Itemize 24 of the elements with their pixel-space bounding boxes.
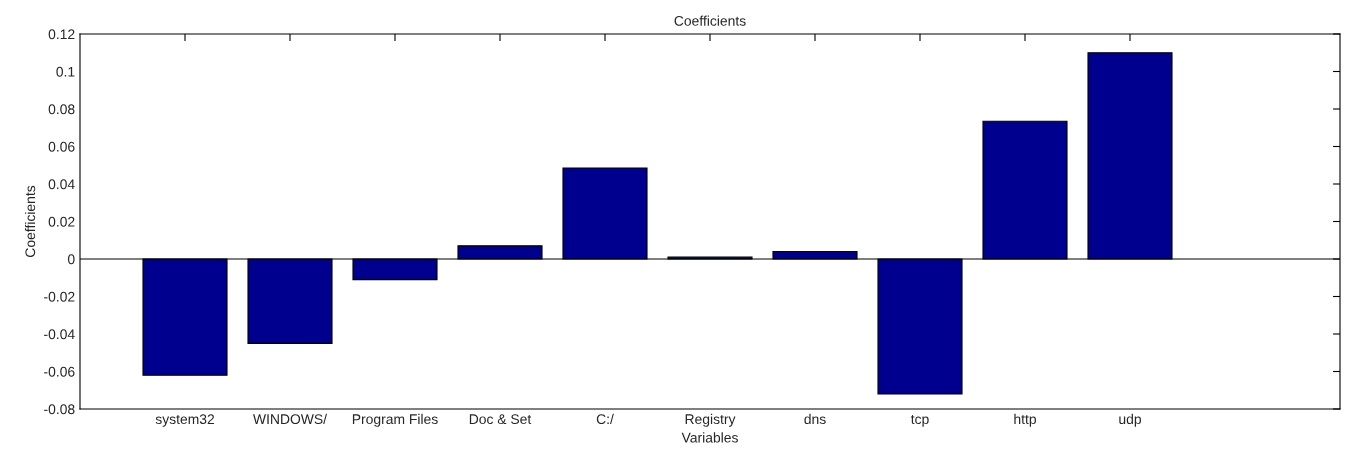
x-tick-label: Doc & Set bbox=[469, 414, 532, 425]
y-tick-label: -0.04 bbox=[44, 329, 75, 340]
y-tick-label: -0.08 bbox=[44, 404, 75, 415]
x-tick-label: udp bbox=[1119, 413, 1142, 427]
y-tick-label: 0.12 bbox=[48, 29, 75, 40]
x-tick-label: C:/ bbox=[596, 413, 614, 425]
chart-title: Coefficients bbox=[674, 15, 746, 26]
y-axis-title: Coefficients bbox=[24, 185, 36, 257]
x-tick-label: Registry bbox=[685, 413, 736, 427]
y-tick-label: -0.02 bbox=[44, 291, 75, 302]
x-axis-title: Variables bbox=[681, 432, 738, 443]
y-tick-label: 0 bbox=[67, 254, 75, 265]
x-tick-label: WINDOWS/ bbox=[253, 413, 328, 425]
x-tick-label: system32 bbox=[155, 414, 215, 427]
x-tick-label: tcp bbox=[910, 414, 929, 427]
y-tick-label: 0.1 bbox=[56, 66, 75, 77]
y-tick-label: 0.02 bbox=[48, 216, 75, 227]
y-tick-label: 0.04 bbox=[48, 179, 75, 190]
x-tick-label: dns bbox=[804, 413, 826, 425]
x-tick-label: Program Files bbox=[352, 413, 438, 427]
y-tick-label: 0.08 bbox=[48, 104, 75, 115]
y-tick-label: 0.06 bbox=[48, 141, 75, 152]
y-tick-label: -0.06 bbox=[44, 366, 75, 377]
x-tick-label: http bbox=[1014, 413, 1036, 427]
